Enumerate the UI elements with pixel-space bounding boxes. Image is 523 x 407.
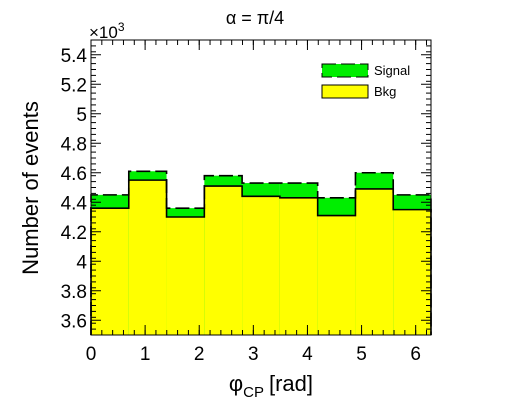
bar-bkg bbox=[279, 197, 318, 335]
y-tick-label: 5 bbox=[76, 105, 87, 126]
x-tick-label: 6 bbox=[410, 344, 421, 365]
y-tick-label: 4 bbox=[76, 252, 87, 273]
legend-swatch-bkg bbox=[321, 84, 369, 99]
x-tick-label: 1 bbox=[140, 344, 151, 365]
x-tick-label: 4 bbox=[302, 344, 313, 365]
bar-bkg bbox=[393, 209, 431, 335]
y-axis: 3.6 3.8 4 4.2 4.4 4.6 4.8 5 5.2 5.4 bbox=[61, 39, 431, 336]
bar-bkg bbox=[355, 188, 394, 335]
y-tick-label: 3.6 bbox=[61, 311, 87, 332]
signal-outline bbox=[90, 170, 432, 335]
legend-swatch-signal bbox=[321, 63, 369, 78]
y-tick-label: 4.8 bbox=[61, 134, 87, 155]
bar-bkg bbox=[204, 186, 243, 335]
chart-title: α = π/4 bbox=[226, 8, 284, 28]
bkg-outline bbox=[90, 179, 432, 335]
y-multiplier-base: ×10 bbox=[89, 23, 118, 42]
bar-bkg bbox=[242, 196, 280, 335]
x-tick-label: 5 bbox=[356, 344, 367, 365]
y-multiplier-exponent: 3 bbox=[118, 20, 125, 34]
y-tick-label: 4.6 bbox=[61, 164, 87, 185]
legend-label-signal: Signal bbox=[374, 63, 410, 78]
legend: Signal Bkg bbox=[321, 63, 410, 99]
bar-bkg bbox=[91, 208, 129, 335]
plot-bars bbox=[90, 170, 432, 335]
y-tick-label: 4.4 bbox=[61, 193, 88, 214]
bar-bkg bbox=[128, 180, 167, 335]
bar-bkg bbox=[317, 215, 356, 335]
y-tick-label: 3.8 bbox=[61, 282, 87, 303]
x-axis-label-symbol: φ bbox=[229, 371, 243, 396]
plot-frame bbox=[90, 39, 432, 336]
y-multiplier: ×103 bbox=[89, 20, 125, 42]
x-axis-label-subscript: CP bbox=[243, 384, 264, 401]
x-tick-label: 0 bbox=[86, 344, 97, 365]
y-axis-label: Number of events bbox=[18, 101, 43, 275]
legend-label-bkg: Bkg bbox=[374, 84, 396, 99]
x-axis-label: φCP [rad] bbox=[229, 371, 313, 401]
x-axis: 0 1 2 3 4 5 6 bbox=[86, 40, 427, 365]
y-tick-label: 4.2 bbox=[61, 223, 87, 244]
y-tick-label: 5.2 bbox=[61, 75, 87, 96]
x-tick-label: 3 bbox=[248, 344, 259, 365]
bar-bkg bbox=[166, 217, 205, 335]
x-tick-label: 2 bbox=[194, 344, 205, 365]
y-tick-label: 5.4 bbox=[61, 46, 88, 67]
x-axis-label-unit: [rad] bbox=[269, 371, 313, 396]
